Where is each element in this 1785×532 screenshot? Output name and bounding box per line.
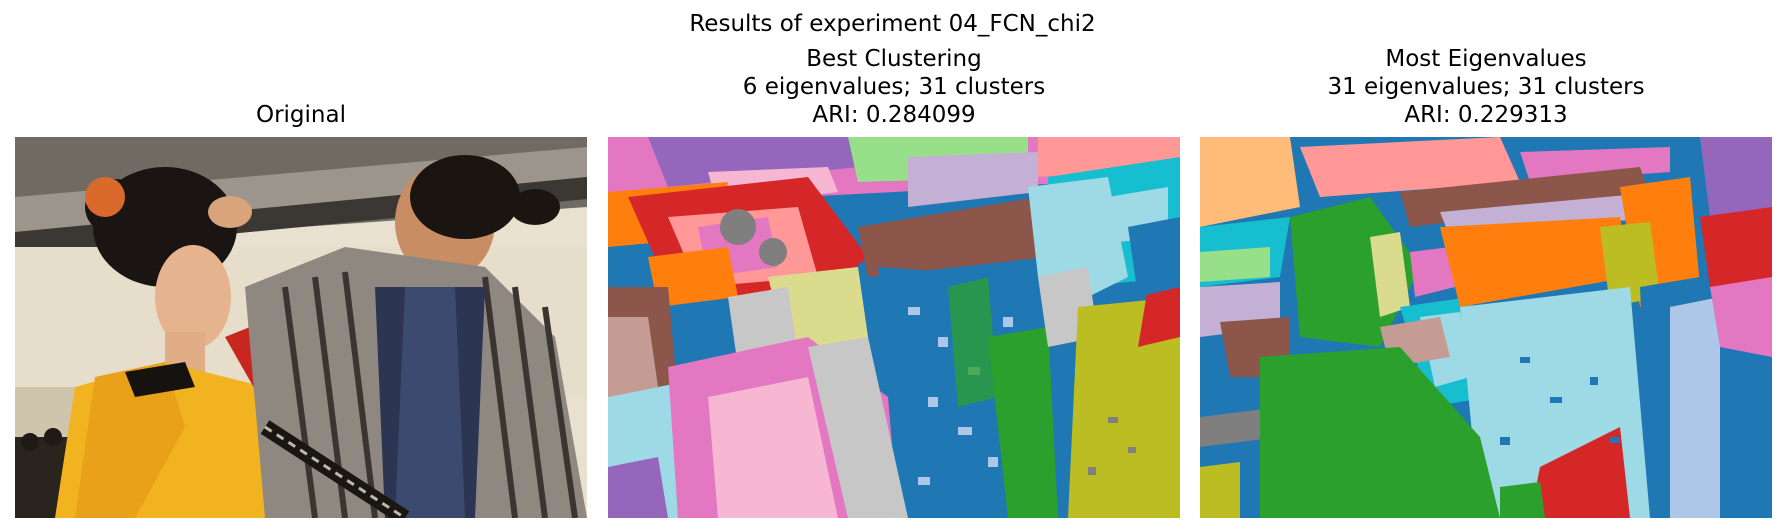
most-eigenvalues-map: [1200, 137, 1772, 518]
panel-best-title-line-1: Best Clustering: [806, 46, 982, 72]
panel-most-eigenvalues-title: Most Eigenvalues 31 eigenvalues; 31 clus…: [1200, 45, 1772, 129]
panel-best-title-line-2: 6 eigenvalues; 31 clusters: [742, 74, 1046, 100]
panel-best-clustering-title: Best Clustering 6 eigenvalues; 31 cluste…: [608, 45, 1180, 129]
figure-title: Results of experiment 04_FCN_chi2: [689, 11, 1096, 37]
panel-most-title-line-2: 31 eigenvalues; 31 clusters: [1327, 74, 1645, 100]
panel-most-title-line-1: Most Eigenvalues: [1385, 46, 1587, 72]
panel-best-title-line-3: ARI: 0.284099: [812, 102, 976, 128]
original-photo-svg: [15, 137, 587, 518]
best-clustering-map-svg: [608, 137, 1180, 518]
original-photo: [15, 137, 587, 518]
panel-original-title-line-1: Original: [255, 102, 346, 128]
most-eigenvalues-map-svg: [1200, 137, 1772, 518]
panel-original-title: Original: [15, 101, 587, 129]
best-clustering-map: [608, 137, 1180, 518]
panel-most-title-line-3: ARI: 0.229313: [1404, 102, 1568, 128]
